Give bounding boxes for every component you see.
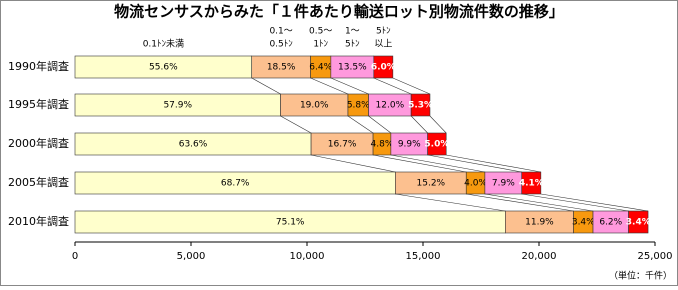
bar-segment (373, 55, 394, 79)
connector (395, 193, 506, 212)
y-tick-label: 2000年調査 (8, 136, 69, 150)
value-label: 13.5% (338, 63, 367, 73)
connector (427, 154, 522, 173)
connector (446, 154, 541, 173)
connector (390, 154, 485, 173)
connector (429, 115, 447, 134)
connector (280, 115, 312, 134)
x-tick-label: 0 (72, 251, 78, 262)
value-label: 11.9% (525, 218, 554, 228)
x-tick-label: 20,000 (522, 251, 557, 262)
value-label: 6.4% (309, 63, 332, 73)
legend-label: 0.1ﾄﾝ未満 (143, 38, 184, 50)
bar-segment (521, 171, 542, 195)
connector (310, 77, 349, 95)
value-label: 16.7% (328, 140, 357, 150)
legend-label: 0.5～ (309, 27, 332, 37)
value-label: 5.0% (424, 140, 449, 150)
y-tick-label: 1990年調査 (8, 59, 69, 73)
x-tick-label: 5,000 (177, 251, 206, 262)
value-label: 57.9% (163, 101, 192, 111)
connector (347, 115, 374, 134)
connector (540, 193, 649, 212)
value-label: 15.2% (417, 179, 446, 189)
value-label: 3.4% (626, 218, 651, 228)
value-label: 75.1% (276, 218, 305, 228)
connector (311, 154, 396, 173)
connector (392, 77, 431, 95)
connector (410, 115, 428, 134)
connector (330, 77, 369, 95)
connector (466, 193, 574, 212)
connector (373, 154, 467, 173)
bar-segment (410, 93, 431, 117)
value-label: 12.0% (376, 101, 405, 111)
connector (484, 193, 594, 212)
legend-label: 5ﾄﾝ (345, 40, 360, 50)
connector (373, 77, 412, 95)
value-label: 6.0% (371, 63, 396, 73)
value-label: 68.7% (221, 179, 250, 189)
value-label: 4.0% (464, 179, 487, 189)
connector (368, 115, 392, 134)
value-label: 63.6% (179, 140, 208, 150)
value-label: 19.0% (300, 101, 329, 111)
x-tick-label: 25,000 (638, 251, 673, 262)
value-label: 5.8% (347, 101, 370, 111)
legend-label: 以上 (374, 39, 392, 50)
x-tick-label: 10,000 (290, 251, 325, 262)
y-tick-label: 2005年調査 (8, 175, 69, 189)
unit-label: （単位：千件） (609, 270, 672, 282)
value-label: 6.2% (599, 218, 622, 228)
legend-label: 0.1～ (269, 27, 292, 37)
bar-segment (628, 210, 649, 234)
value-label: 4.8% (371, 140, 394, 150)
value-label: 5.3% (408, 101, 433, 111)
value-label: 7.9% (492, 179, 515, 189)
legend-label: 0.5ﾄﾝ (269, 40, 293, 50)
value-label: 9.9% (398, 140, 421, 150)
bar-segment (427, 132, 447, 156)
connector (251, 77, 281, 95)
chart-title: 物流センサスからみた「１件あたり輸送ロット別物流件数の推移」 (114, 3, 564, 21)
value-label: 3.4% (572, 218, 595, 228)
legend-label: 1ﾄﾝ (313, 40, 328, 50)
value-label: 18.5% (267, 63, 296, 73)
y-tick-label: 1995年調査 (8, 97, 69, 111)
value-label: 4.1% (519, 179, 544, 189)
legend-label: 5ﾄﾝ (376, 27, 391, 37)
connector (521, 193, 629, 212)
legend-label: 1～ (345, 27, 360, 37)
y-tick-label: 2010年調査 (8, 214, 69, 228)
x-tick-label: 15,000 (406, 251, 441, 262)
value-label: 55.6% (149, 63, 178, 73)
